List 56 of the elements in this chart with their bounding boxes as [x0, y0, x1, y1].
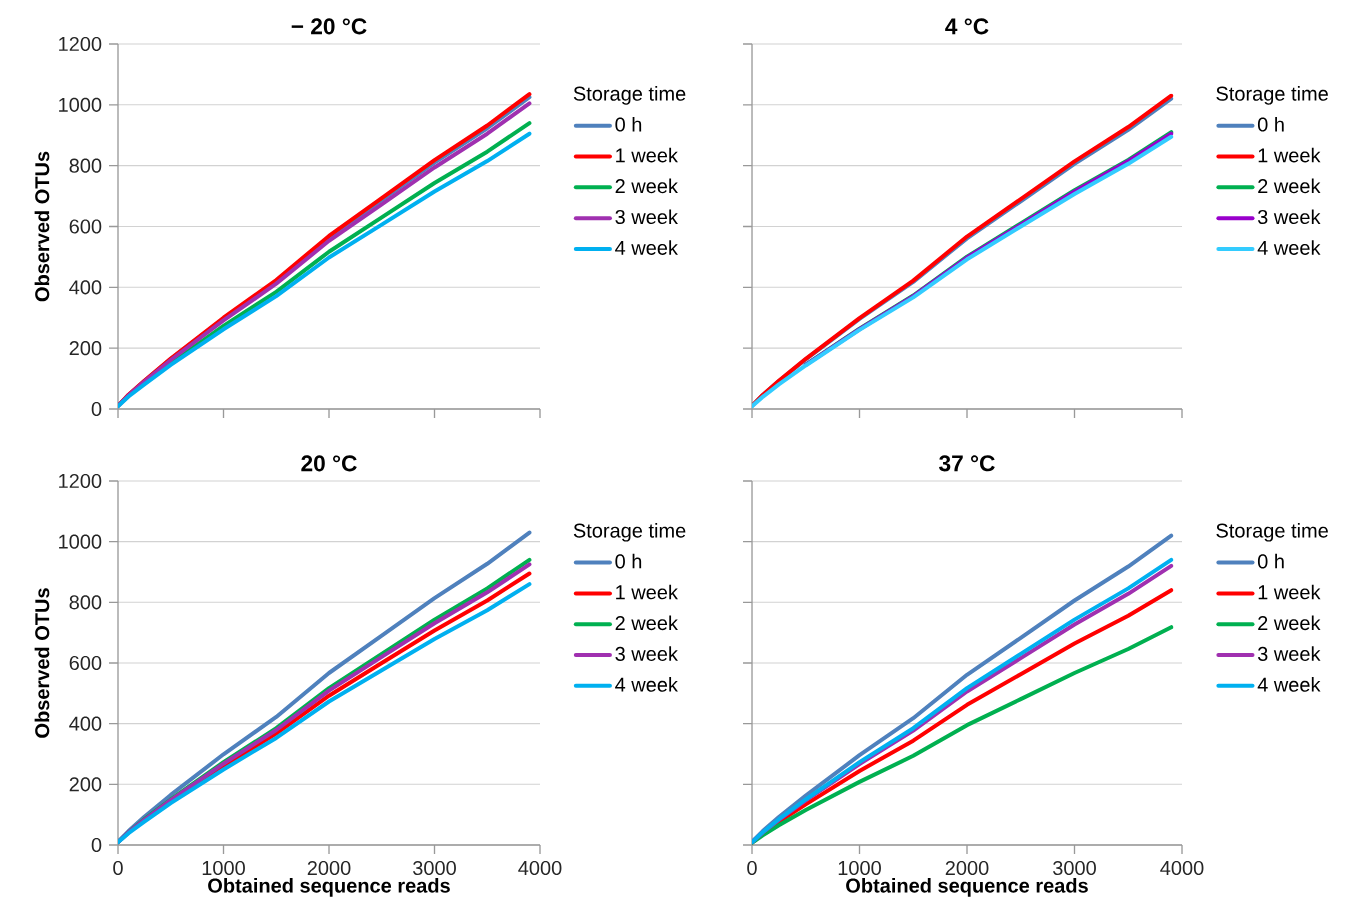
legend-label: 3 week — [615, 646, 678, 661]
y-axis-title: Observed OTUs — [34, 151, 50, 302]
legend-label: 0 h — [1257, 553, 1284, 569]
y-axis-title: Observed OTUs — [34, 588, 50, 738]
x-tick-label: 4000 — [518, 860, 562, 876]
legend-title: Storage time — [573, 522, 686, 542]
y-tick-label: 1000 — [59, 534, 102, 549]
y-tick-label: 200 — [69, 777, 102, 792]
y-tick-label: 600 — [69, 219, 102, 234]
x-tick-label: 2000 — [307, 860, 351, 876]
x-tick-label: 2000 — [945, 860, 989, 876]
legend-label: 4 week — [1257, 677, 1321, 692]
x-tick-label: 3000 — [413, 860, 456, 876]
legend-title: Storage time — [573, 86, 686, 105]
legend-label: 3 week — [1257, 209, 1321, 225]
legend-title: Storage time — [1216, 86, 1328, 105]
legend-label: 2 week — [1258, 178, 1321, 194]
legend-label: 1 week — [1258, 147, 1321, 163]
legend-label: 4 week — [1257, 240, 1321, 255]
legend-label: 1 week — [616, 584, 678, 600]
y-tick-label: 1200 — [59, 473, 102, 489]
y-tick-label: 1200 — [59, 36, 102, 52]
x-tick-label: 0 — [747, 860, 757, 876]
y-tick-label: 1000 — [59, 97, 102, 112]
legend-label: 0 h — [1257, 116, 1284, 132]
x-tick-label: 0 — [113, 860, 123, 876]
x-axis-title: Obtained sequence reads — [846, 878, 1088, 897]
chart-title: 20 °C — [301, 455, 357, 472]
legend-label: 0 h — [615, 553, 642, 569]
x-tick-label: 1000 — [202, 860, 245, 876]
legend-label: 2 week — [1258, 615, 1321, 631]
y-tick-label: 0 — [91, 401, 102, 417]
legend-label: 4 week — [615, 240, 678, 255]
legend-label: 1 week — [1258, 584, 1321, 600]
legend-label: 2 week — [615, 178, 678, 194]
x-tick-label: 1000 — [838, 860, 881, 876]
y-tick-label: 400 — [69, 716, 102, 731]
x-axis-title: Obtained sequence reads — [208, 878, 450, 897]
legend-label: 2 week — [615, 615, 678, 631]
legend-label: 4 week — [615, 677, 678, 692]
y-tick-label: 400 — [69, 280, 102, 295]
legend-label: 3 week — [1257, 646, 1321, 661]
legend-title: Storage time — [1216, 522, 1328, 542]
legend-label: 0 h — [615, 116, 642, 132]
y-tick-label: 600 — [69, 655, 102, 671]
legend-label: 1 week — [616, 147, 678, 163]
y-tick-label: 800 — [69, 595, 102, 610]
x-tick-label: 4000 — [1160, 860, 1204, 876]
y-tick-label: 800 — [69, 158, 102, 173]
y-tick-label: 0 — [91, 837, 102, 853]
x-tick-label: 3000 — [1053, 860, 1096, 876]
chart-title: 37 °C — [939, 455, 995, 472]
chart-title: 4 °C — [945, 18, 989, 35]
legend-label: 3 week — [615, 209, 678, 225]
y-tick-label: 200 — [69, 341, 102, 356]
chart-title: − 20 °C — [291, 18, 367, 35]
